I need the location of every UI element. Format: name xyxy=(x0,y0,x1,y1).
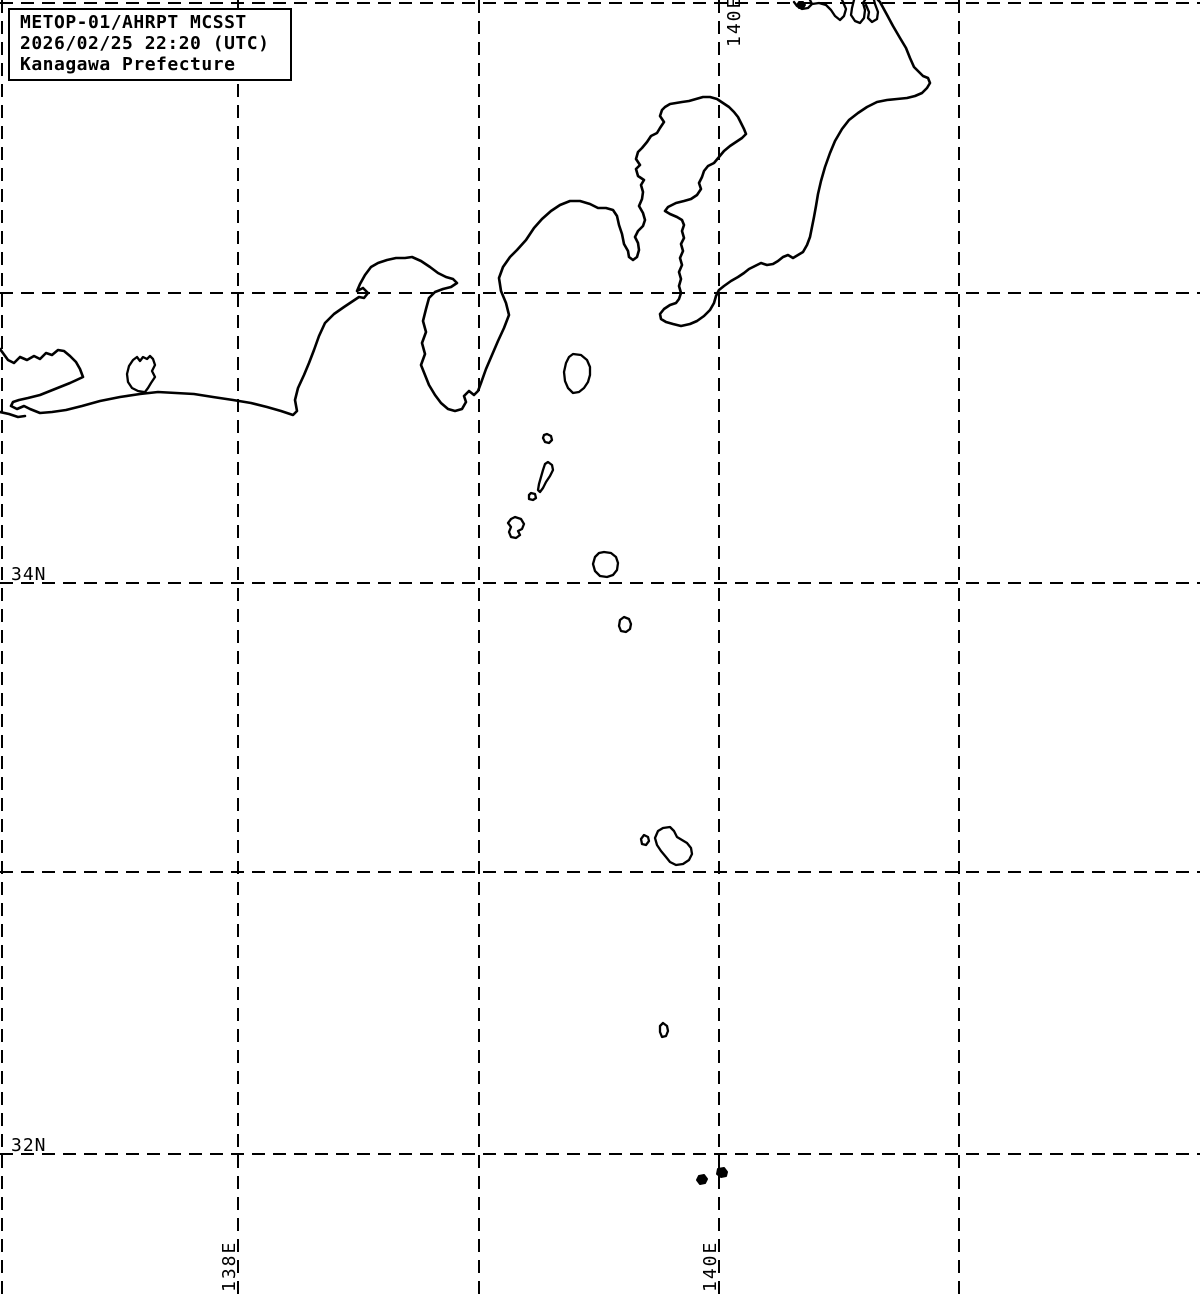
islet-smith-island xyxy=(716,1167,728,1178)
island-mikurajima xyxy=(617,615,633,634)
islands-layer xyxy=(506,1,806,1185)
islet-bayonnaise-rocks xyxy=(696,1174,708,1185)
lake-hamana xyxy=(125,354,157,394)
island-miyakejima xyxy=(591,550,620,579)
grid-labels-layer: 34N 32N 140E 138E 140E xyxy=(11,0,745,1292)
island-aogashima xyxy=(658,1021,670,1039)
island-oshima xyxy=(562,352,592,395)
label-138e-bottom: 138E xyxy=(219,1241,240,1292)
lake-kitaura xyxy=(849,0,880,25)
island-hachijojima xyxy=(653,825,694,867)
island-niijima xyxy=(536,460,555,494)
honshu-mainland-coast xyxy=(0,0,932,417)
ise-coast-stub xyxy=(0,410,27,419)
map-title-box: METOP-01/AHRPT MCSST 2026/02/25 22:20 (U… xyxy=(8,8,292,81)
title-datetime-line: 2026/02/25 22:20 (UTC) xyxy=(20,33,270,54)
islet-kasumigaura-dot xyxy=(796,1,806,9)
label-140e-top: 140E xyxy=(724,0,745,47)
title-region-line: Kanagawa Prefecture xyxy=(20,54,236,75)
label-34n: 34N xyxy=(11,564,47,585)
label-140e-bottom: 140E xyxy=(700,1241,721,1292)
title-product-line: METOP-01/AHRPT MCSST xyxy=(20,12,247,33)
island-hachijokojima xyxy=(639,833,651,847)
coastline-layer xyxy=(0,0,932,419)
island-toshima xyxy=(541,432,554,445)
island-jinaijima xyxy=(527,491,538,502)
island-kozushima xyxy=(506,515,526,540)
label-32n: 32N xyxy=(11,1135,47,1156)
